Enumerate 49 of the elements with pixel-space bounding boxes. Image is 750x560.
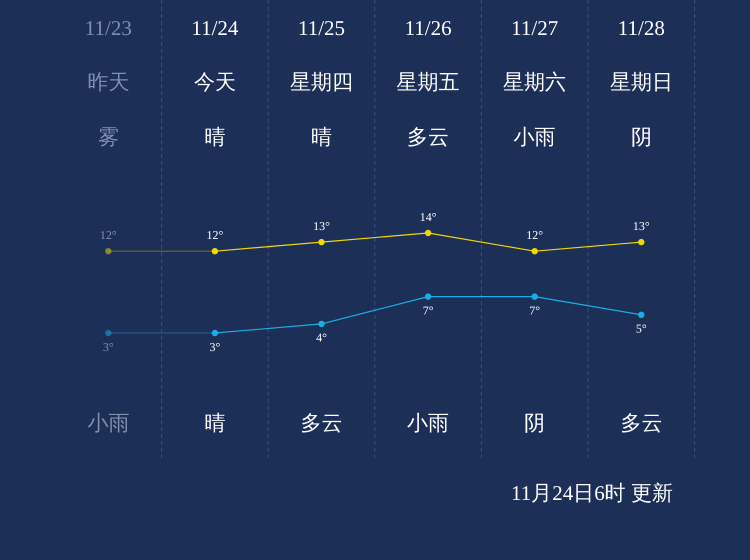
annotation: 阴 (524, 410, 546, 435)
annotation: 晴 (204, 410, 226, 435)
annotation: 11月24日6时 更新 (511, 480, 673, 505)
data-label: 14° (420, 210, 436, 224)
data-label: 13° (632, 218, 650, 233)
point (105, 248, 112, 254)
annotation: 多云 (407, 124, 450, 149)
annotation: 星期五 (396, 70, 460, 94)
annotation: 小雨 (514, 124, 556, 149)
category: 11/24 (191, 16, 238, 40)
annotation: 小雨 (407, 410, 450, 435)
category: 11/26 (404, 16, 452, 40)
point (212, 330, 218, 336)
data-label: 13° (313, 218, 330, 233)
annotation: 阴 (630, 124, 652, 149)
annotation: 昨天 (87, 70, 130, 94)
annotation: 多云 (620, 410, 662, 435)
point (318, 238, 325, 246)
data-label: 5° (636, 322, 647, 336)
data-label: 12° (100, 228, 117, 242)
point (212, 248, 218, 254)
annotation: 星期四 (290, 70, 353, 94)
annotation: 晴 (204, 124, 226, 149)
point (532, 248, 538, 254)
category: 11/23 (84, 16, 132, 40)
annotation: 星期日 (610, 70, 673, 94)
data-label: 4° (316, 330, 327, 345)
category: 11/25 (298, 16, 346, 40)
category: 11/28 (618, 16, 665, 40)
data-label: 3° (210, 340, 220, 354)
point (424, 230, 432, 236)
point (638, 238, 644, 246)
data-label: 7° (529, 303, 540, 318)
point (105, 330, 112, 336)
data-label: 7° (422, 303, 434, 318)
data-label: 12° (526, 228, 544, 242)
category: 11/27 (511, 16, 558, 40)
annotation: 小雨 (87, 410, 130, 435)
annotation: 星期六 (503, 70, 566, 94)
data-label: 3° (102, 340, 114, 354)
annotation: 多云 (300, 410, 342, 435)
annotation: 今天 (194, 70, 236, 94)
point (638, 312, 644, 318)
data-label: 12° (206, 228, 224, 242)
annotation: 晴 (311, 124, 332, 149)
annotation: 雾 (98, 124, 119, 149)
point (424, 293, 432, 300)
point (532, 293, 538, 300)
point (318, 320, 325, 328)
